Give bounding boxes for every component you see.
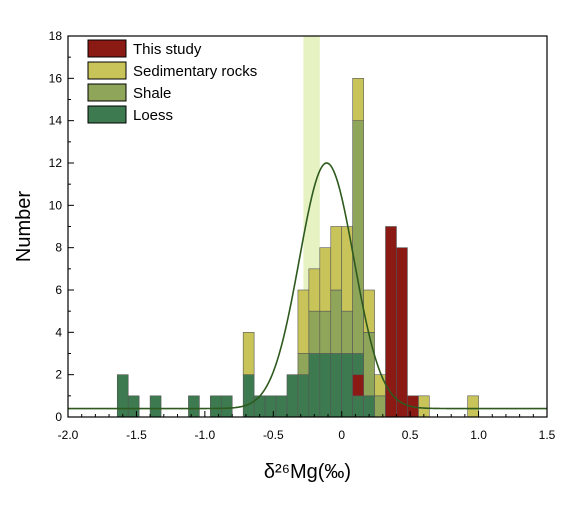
bar-loess — [242, 374, 255, 418]
bar-this-study — [352, 374, 364, 397]
bar-loess — [297, 374, 310, 418]
legend-label: Sedimentary rocks — [133, 63, 257, 80]
y-tick-label: 0 — [55, 410, 62, 424]
bar-loess — [127, 395, 140, 418]
legend-label: This study — [133, 41, 202, 58]
bar-sedimentary-rocks — [352, 78, 364, 121]
x-tick-label: -1.0 — [195, 428, 216, 442]
bar-loess — [264, 395, 277, 418]
bar-sedimentary-rocks — [467, 395, 479, 418]
bar-loess — [220, 395, 233, 418]
x-tick-label: -1.5 — [126, 428, 147, 442]
y-tick-label: 18 — [49, 29, 63, 43]
legend-swatch — [87, 105, 127, 124]
y-tick-label: 4 — [55, 325, 62, 339]
legend-swatch — [87, 83, 127, 102]
y-tick-label: 6 — [55, 283, 62, 297]
bar-loess — [308, 353, 321, 418]
bar-sedimentary-rocks — [242, 332, 255, 375]
fit-curve — [68, 162, 547, 410]
legend-label: Loess — [133, 107, 173, 124]
bar-loess — [341, 353, 353, 418]
bar-loess — [319, 353, 332, 418]
x-tick-labels: -2.0 -1.5 -1.0 -0.5 0 0.5 1.0 1.5 — [58, 428, 556, 442]
legend: This study Sedimentary rocks Shale Loess — [87, 39, 257, 124]
bar-shale — [330, 289, 343, 354]
bar-loess — [210, 395, 222, 418]
y-axis-title: Number — [13, 191, 35, 262]
y-tick-label: 16 — [49, 71, 63, 85]
x-tick-label: 0 — [338, 428, 345, 442]
bar-shale — [341, 310, 353, 354]
bars-layer — [116, 78, 479, 418]
bar-sedimentary-rocks — [308, 268, 321, 312]
bar-shale — [374, 395, 386, 418]
y-tick-label: 10 — [49, 198, 63, 212]
bar-this-study — [396, 247, 408, 418]
bar-shale — [363, 332, 375, 397]
y-tick-label: 8 — [55, 241, 62, 255]
bar-shale — [352, 120, 364, 354]
bar-sedimentary-rocks — [374, 374, 386, 397]
bar-shale — [297, 353, 310, 375]
bar-shale — [308, 310, 321, 354]
y-tick-labels: 0 2 4 6 8 10 12 14 16 18 — [49, 29, 63, 424]
y-tick-label: 2 — [55, 368, 62, 382]
bar-loess — [188, 395, 200, 418]
bar-loess — [149, 395, 162, 418]
bar-loess — [330, 353, 343, 418]
fit-curve-layer — [68, 162, 547, 410]
legend-swatch — [87, 61, 127, 80]
bar-loess — [286, 374, 299, 418]
bar-shale — [319, 310, 332, 354]
legend-swatch — [87, 39, 127, 58]
bar-loess — [275, 395, 288, 418]
y-tick-label: 14 — [49, 114, 63, 128]
x-tick-label: 0.5 — [402, 428, 419, 442]
bar-sedimentary-rocks — [297, 289, 310, 354]
x-tick-label: -0.5 — [263, 428, 284, 442]
bar-loess — [363, 395, 375, 418]
bar-loess — [116, 374, 129, 418]
bar-sedimentary-rocks — [319, 247, 332, 312]
y-tick-label: 12 — [49, 156, 63, 170]
bar-sedimentary-rocks — [330, 226, 343, 291]
x-axis-title: δ²⁶Mg(‰) — [264, 461, 351, 483]
x-tick-label: -2.0 — [58, 428, 79, 442]
legend-label: Shale — [133, 85, 171, 102]
x-tick-label: 1.0 — [470, 428, 487, 442]
bar-sedimentary-rocks — [363, 289, 375, 333]
bar-sedimentary-rocks — [418, 395, 430, 418]
x-tick-label: 1.5 — [539, 428, 556, 442]
ticks-layer — [67, 35, 548, 418]
